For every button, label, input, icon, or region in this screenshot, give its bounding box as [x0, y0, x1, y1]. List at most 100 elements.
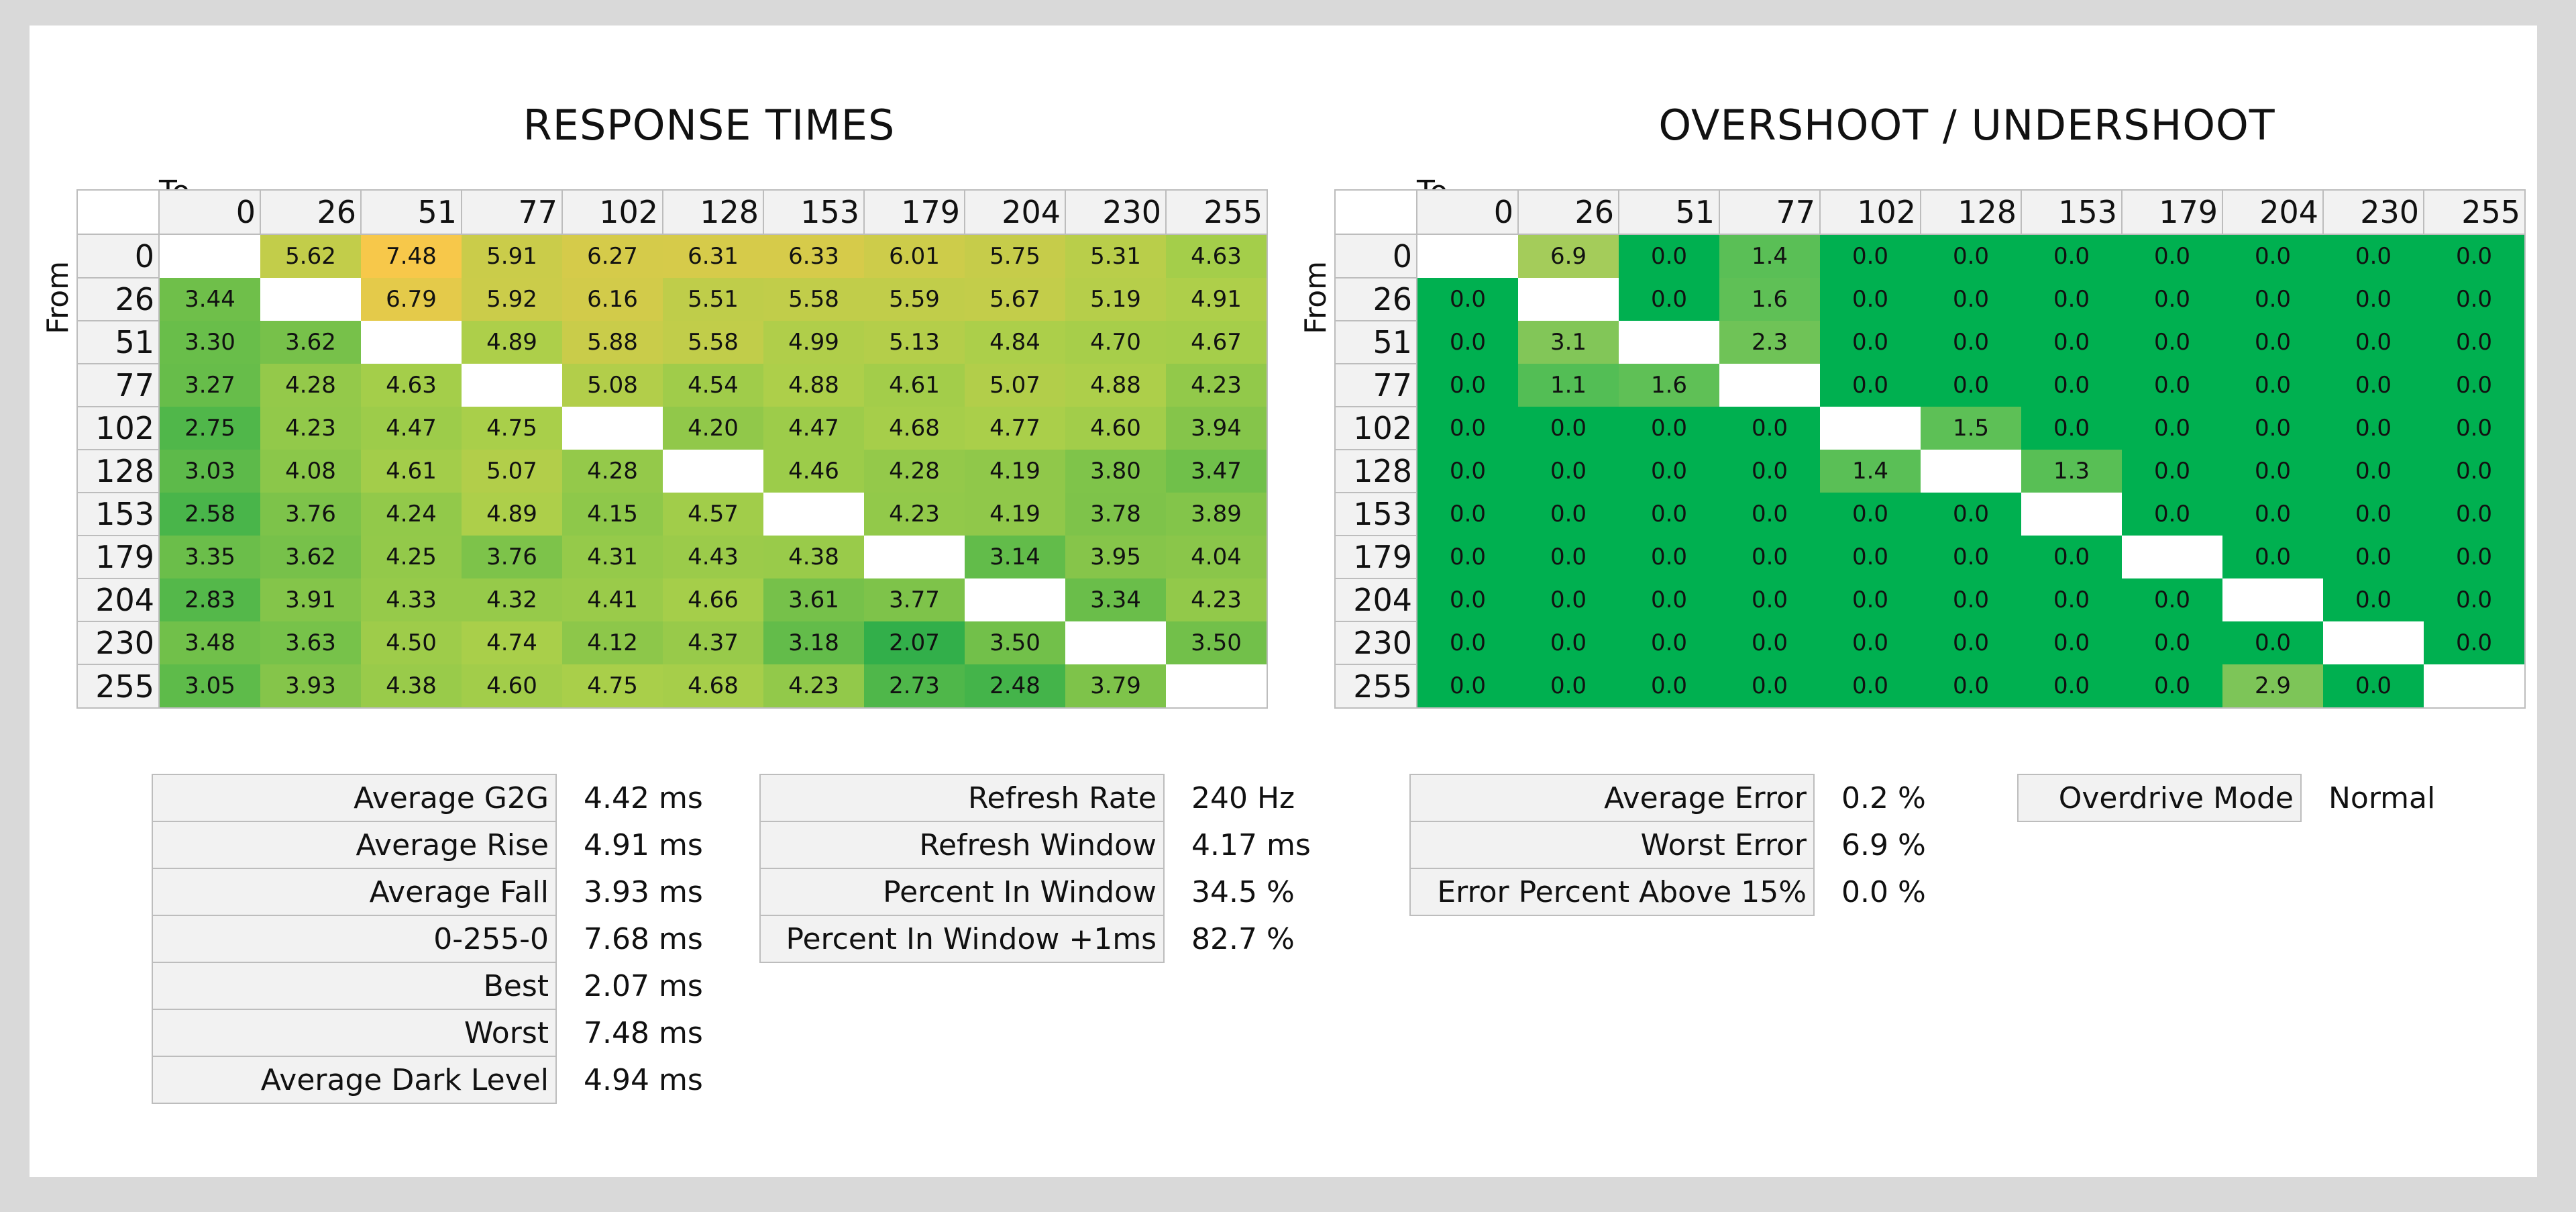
response-time-cell: 4.19: [965, 493, 1065, 536]
response-time-cell: 3.89: [1166, 493, 1267, 536]
overshoot-cell: 0.0: [2424, 321, 2525, 364]
response-times-stat-value: 4.94 ms: [584, 1062, 703, 1097]
overshoot-cell: 0.0: [2323, 364, 2424, 407]
overshoot-diagonal-cell: [1417, 234, 1518, 278]
overshoot-cell: 0.0: [1619, 578, 1719, 621]
response-time-cell: 4.23: [1166, 364, 1267, 407]
overshoot-col-header: 230: [2322, 189, 2424, 235]
response-time-cell: 4.88: [763, 364, 864, 407]
response-time-row-header: 77: [76, 363, 160, 407]
overshoot-cell: 0.0: [2021, 234, 2122, 278]
response-time-cell: 4.75: [562, 664, 663, 708]
overshoot-cell: 0.0: [2424, 450, 2525, 493]
response-time-cell: 4.46: [763, 450, 864, 493]
response-time-cell: 3.50: [965, 621, 1065, 664]
response-time-row-header: 26: [76, 277, 160, 321]
overshoot-cell: 0.0: [1820, 664, 1921, 708]
overshoot-cell: 0.0: [1921, 536, 2021, 578]
overshoot-col-header: 26: [1517, 189, 1619, 235]
response-time-cell: 4.41: [562, 578, 663, 621]
overshoot-cell: 0.0: [2323, 493, 2424, 536]
response-time-cell: 3.93: [260, 664, 361, 708]
response-time-cell: 3.79: [1065, 664, 1166, 708]
response-time-diagonal-cell: [361, 321, 462, 364]
overshoot-diagonal-cell: [1921, 450, 2021, 493]
overshoot-cell: 0.0: [1719, 578, 1820, 621]
overshoot-cell: 0.0: [2021, 621, 2122, 664]
overshoot-cell: 0.0: [2021, 578, 2122, 621]
overshoot-title: OVERSHOOT / UNDERSHOOT: [1658, 101, 2275, 150]
overshoot-cell: 0.0: [1518, 493, 1619, 536]
response-time-row-header: 102: [76, 406, 160, 450]
response-time-cell: 4.50: [361, 621, 462, 664]
overshoot-cell: 0.0: [2424, 278, 2525, 321]
response-times-stat-label: 0-255-0: [152, 915, 557, 963]
overshoot-cell: 0.0: [2424, 407, 2525, 450]
response-time-cell: 5.67: [965, 278, 1065, 321]
overshoot-cell: 0.0: [2021, 536, 2122, 578]
overshoot-cell: 0.0: [2021, 364, 2122, 407]
overshoot-cell: 0.0: [1820, 621, 1921, 664]
response-time-cell: 5.91: [462, 234, 562, 278]
response-time-cell: 3.14: [965, 536, 1065, 578]
overshoot-cell: 0.0: [1417, 364, 1518, 407]
overshoot-heatmap: 0 26 51 77 102 128 153 179 204 230 255 0 6.9 0.0 1.4 0.…: [1334, 189, 2526, 709]
response-times-stat-label: Percent In Window +1ms: [759, 915, 1165, 963]
response-time-row-header: 51: [76, 320, 160, 364]
response-time-cell: 3.27: [159, 364, 260, 407]
overshoot-cell: 0.0: [1518, 450, 1619, 493]
overshoot-stat-label: Overdrive Mode: [2017, 774, 2302, 822]
response-time-cell: 4.37: [663, 621, 763, 664]
overshoot-row-header: 204: [1334, 578, 1417, 622]
response-time-cell: 4.28: [562, 450, 663, 493]
response-time-cell: 4.33: [361, 578, 462, 621]
response-time-cell: 5.62: [260, 234, 361, 278]
response-time-cell: 5.07: [965, 364, 1065, 407]
overshoot-cell: 0.0: [1417, 321, 1518, 364]
overshoot-cell: 0.0: [1921, 578, 2021, 621]
overshoot-diagonal-cell: [1719, 364, 1820, 407]
overshoot-cell: 0.0: [2122, 664, 2222, 708]
overshoot-cell: 0.0: [1619, 493, 1719, 536]
overshoot-cell: 0.0: [2222, 321, 2323, 364]
response-time-cell: 3.78: [1065, 493, 1166, 536]
response-time-row-header: 153: [76, 492, 160, 536]
overshoot-col-header: 255: [2423, 189, 2526, 235]
response-times-stat-value: 7.68 ms: [584, 921, 703, 956]
overshoot-stat-value: Normal: [2328, 780, 2436, 815]
overshoot-cell: 0.0: [1417, 621, 1518, 664]
response-times-stat-value: 4.91 ms: [584, 827, 703, 862]
overshoot-cell: 0.0: [1619, 536, 1719, 578]
overshoot-cell: 0.0: [2021, 407, 2122, 450]
response-time-col-header: 153: [763, 189, 865, 235]
response-time-cell: 5.31: [1065, 234, 1166, 278]
overshoot-col-header: 0: [1416, 189, 1519, 235]
response-time-cell: 4.43: [663, 536, 763, 578]
response-time-cell: 3.30: [159, 321, 260, 364]
response-times-stat-label: Average G2G: [152, 774, 557, 822]
response-time-cell: 4.32: [462, 578, 562, 621]
overshoot-cell: 0.0: [1719, 621, 1820, 664]
overshoot-cell: 0.0: [2323, 450, 2424, 493]
response-time-cell: 6.33: [763, 234, 864, 278]
response-time-cell: 3.91: [260, 578, 361, 621]
response-times-stat-value: 3.93 ms: [584, 874, 703, 909]
response-time-corner: [77, 190, 159, 234]
overshoot-stat-label: Error Percent Above 15%: [1409, 868, 1815, 916]
response-time-cell: 7.48: [361, 234, 462, 278]
response-time-cell: 4.19: [965, 450, 1065, 493]
response-times-stat-label: Best: [152, 962, 557, 1010]
overshoot-cell: 1.4: [1719, 234, 1820, 278]
response-time-cell: 4.68: [864, 407, 965, 450]
response-time-cell: 4.74: [462, 621, 562, 664]
response-time-diagonal-cell: [663, 450, 763, 493]
response-time-col-header: 128: [662, 189, 764, 235]
overshoot-cell: 0.0: [1921, 493, 2021, 536]
response-time-cell: 4.15: [562, 493, 663, 536]
overshoot-cell: 1.4: [1820, 450, 1921, 493]
overshoot-cell: 0.0: [2424, 621, 2525, 664]
response-time-cell: 4.63: [1166, 234, 1267, 278]
overshoot-cell: 2.3: [1719, 321, 1820, 364]
response-time-cell: 4.75: [462, 407, 562, 450]
overshoot-cell: 0.0: [1719, 450, 1820, 493]
